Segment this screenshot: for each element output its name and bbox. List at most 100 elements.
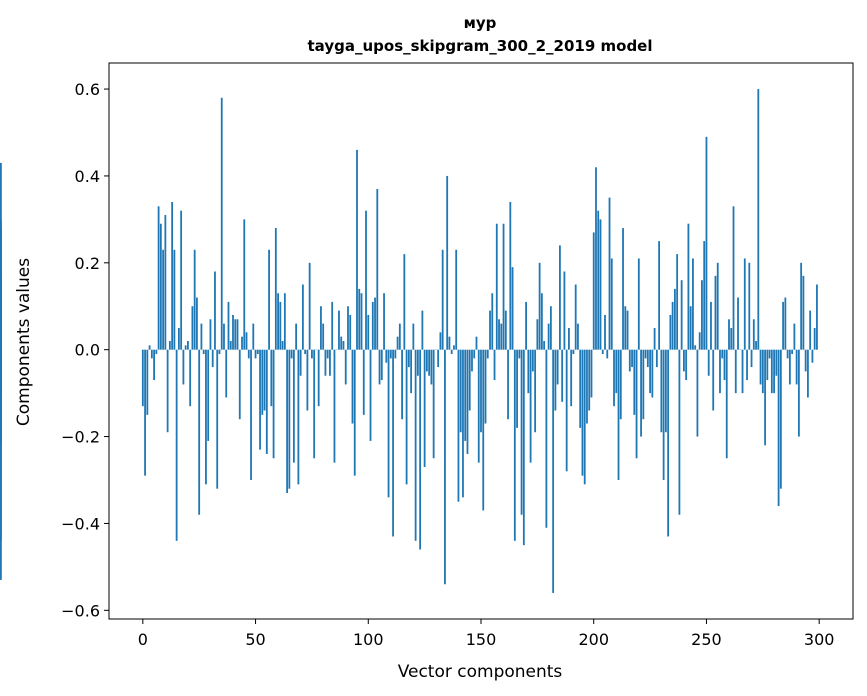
bar	[141, 349, 144, 407]
bar	[486, 349, 489, 359]
bar	[365, 210, 367, 350]
bar	[626, 310, 629, 350]
y-axis-label: Components values	[14, 258, 34, 426]
bar	[728, 319, 730, 350]
bar	[252, 323, 255, 350]
bar	[786, 349, 789, 359]
bar	[243, 219, 246, 350]
bars-group	[0, 89, 818, 593]
bar	[369, 349, 372, 441]
bar	[362, 349, 365, 415]
bar	[425, 349, 428, 372]
bar	[301, 284, 304, 350]
bar	[622, 228, 624, 350]
bar	[624, 306, 627, 350]
bar	[522, 349, 525, 546]
bar	[405, 349, 408, 485]
bar	[644, 349, 647, 359]
bar	[807, 349, 809, 398]
bar	[428, 349, 431, 376]
bar	[493, 349, 496, 381]
bar	[223, 323, 225, 350]
bar	[604, 314, 606, 350]
bar	[658, 241, 661, 350]
bar	[389, 349, 392, 359]
bar	[673, 288, 676, 350]
bar	[331, 301, 334, 350]
bar	[168, 341, 171, 350]
bar	[570, 349, 573, 407]
bar	[304, 349, 307, 355]
bar	[306, 349, 309, 411]
bar	[396, 336, 399, 350]
bar	[637, 258, 640, 350]
bar	[376, 188, 379, 350]
bar	[495, 223, 498, 350]
bar	[782, 301, 785, 350]
bar	[619, 349, 622, 420]
y-tick-label: −0.4	[61, 514, 100, 533]
bar	[444, 349, 446, 585]
bar	[725, 349, 728, 459]
bar	[534, 349, 537, 433]
bar	[146, 349, 149, 415]
bar	[761, 349, 764, 394]
bar	[525, 301, 527, 350]
bar	[340, 336, 343, 350]
bar	[716, 262, 719, 350]
bar	[559, 245, 561, 350]
bar	[378, 349, 381, 385]
bar	[473, 349, 476, 359]
bar	[516, 349, 518, 428]
bar	[187, 341, 189, 350]
bar	[746, 349, 748, 381]
bar	[723, 349, 726, 381]
bar	[448, 336, 451, 350]
bar	[538, 262, 541, 350]
bar	[412, 323, 415, 350]
bar	[218, 349, 221, 355]
bar	[268, 249, 270, 350]
bar	[401, 349, 403, 420]
bar	[757, 89, 760, 350]
bar	[509, 202, 512, 350]
bar	[588, 349, 591, 411]
bar	[502, 223, 505, 350]
bar	[617, 349, 620, 480]
bar	[236, 319, 239, 350]
bar	[489, 310, 491, 350]
bar	[813, 327, 816, 350]
bar	[775, 349, 778, 376]
bar	[482, 349, 485, 511]
bar	[568, 327, 570, 350]
bar	[601, 349, 604, 355]
bar	[777, 349, 780, 507]
bar	[432, 349, 435, 459]
bar	[784, 297, 787, 350]
bar	[410, 349, 413, 394]
bar	[351, 349, 354, 424]
bar	[804, 349, 807, 372]
bar	[536, 319, 539, 350]
bar	[597, 210, 600, 350]
bar	[504, 310, 507, 350]
bar	[635, 349, 638, 459]
bar	[380, 349, 383, 381]
bar	[358, 288, 361, 350]
bar	[464, 349, 467, 441]
bar	[175, 349, 178, 541]
bar	[730, 327, 733, 350]
bar	[216, 349, 219, 489]
bar	[577, 323, 579, 350]
bar	[437, 349, 440, 368]
bar	[484, 349, 487, 424]
bar	[646, 349, 649, 368]
bar	[407, 349, 410, 368]
bar	[202, 349, 205, 355]
bar	[367, 314, 370, 350]
bar	[791, 349, 794, 355]
bar	[205, 349, 207, 485]
bar	[788, 349, 791, 385]
bar	[779, 349, 782, 489]
bar	[283, 293, 286, 350]
